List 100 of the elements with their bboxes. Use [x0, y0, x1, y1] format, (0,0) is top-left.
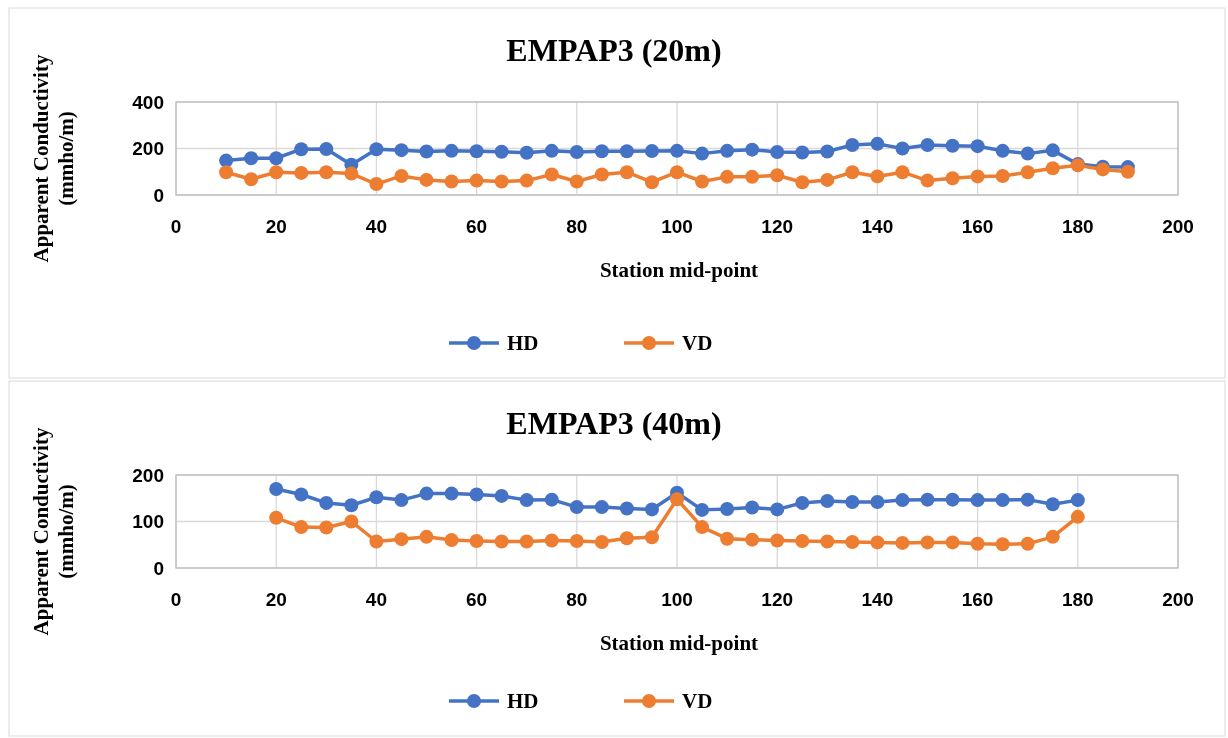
- point: [820, 172, 835, 187]
- point: [1020, 146, 1035, 161]
- point: [870, 535, 885, 550]
- x-tick-label: 140: [861, 589, 894, 610]
- point: [795, 175, 810, 190]
- point: [945, 492, 960, 507]
- x-tick-label: 60: [466, 216, 488, 237]
- point: [720, 531, 735, 546]
- point: [319, 165, 334, 180]
- x-axis-title: Station mid-point: [599, 258, 759, 282]
- point: [469, 144, 484, 159]
- y-axis-title: Apparent Conductivity (mmho/m): [29, 54, 78, 263]
- point: [269, 151, 284, 166]
- point: [394, 143, 409, 158]
- x-tick-label: 200: [1162, 216, 1194, 237]
- point: [895, 535, 910, 550]
- point: [644, 502, 659, 517]
- point: [995, 537, 1010, 552]
- x-tick-label: 20: [265, 589, 287, 610]
- point: [619, 144, 634, 159]
- point: [1020, 492, 1035, 507]
- x-axis-title: Station mid-point: [599, 631, 759, 655]
- x-tick-label: 40: [365, 216, 387, 237]
- point: [695, 502, 710, 517]
- point: [269, 510, 284, 525]
- point: [219, 165, 234, 180]
- point: [569, 534, 584, 549]
- y-tick-label: 400: [132, 91, 164, 113]
- point: [995, 143, 1010, 158]
- x-tick-label: 0: [170, 216, 182, 237]
- y-tick-label: 200: [132, 464, 164, 486]
- point: [419, 144, 434, 159]
- point: [895, 493, 910, 508]
- point: [770, 502, 785, 517]
- x-tick-label: 40: [365, 589, 387, 610]
- point: [419, 529, 434, 544]
- point: [544, 143, 559, 158]
- point: [394, 493, 409, 508]
- point: [269, 481, 284, 496]
- point: [619, 501, 634, 516]
- point: [845, 494, 860, 509]
- point: [369, 534, 384, 549]
- point: [494, 488, 509, 503]
- point: [970, 169, 985, 184]
- point: [1070, 493, 1085, 508]
- x-tick-label: 140: [861, 216, 894, 237]
- point: [519, 173, 534, 188]
- point: [920, 173, 935, 188]
- point: [494, 144, 509, 159]
- x-tick-label: 120: [761, 589, 794, 610]
- point: [945, 138, 960, 153]
- point: [720, 143, 735, 158]
- point: [820, 144, 835, 159]
- point: [945, 535, 960, 550]
- point: [244, 172, 259, 187]
- point: [619, 531, 634, 546]
- point: [444, 174, 459, 189]
- point: [870, 169, 885, 184]
- point: [569, 174, 584, 189]
- point: [469, 487, 484, 502]
- point: [644, 144, 659, 159]
- x-tick-label: 180: [1061, 216, 1094, 237]
- point: [1045, 161, 1060, 176]
- point: [745, 169, 760, 184]
- point: [369, 142, 384, 157]
- y-axis-title: Apparent Conductivity (mmho/m): [29, 427, 78, 636]
- point: [569, 144, 584, 159]
- point: [344, 498, 359, 513]
- point: [294, 487, 309, 502]
- point: [995, 168, 1010, 183]
- point: [845, 534, 860, 549]
- point: [995, 493, 1010, 508]
- point: [895, 141, 910, 156]
- legend-label: HD: [507, 689, 539, 714]
- point: [319, 495, 334, 510]
- point: [745, 500, 760, 515]
- x-tick-label: 20: [265, 216, 287, 237]
- point: [970, 536, 985, 551]
- point: [544, 167, 559, 182]
- point: [369, 490, 384, 505]
- point: [720, 501, 735, 516]
- point: [319, 520, 334, 535]
- point: [294, 165, 309, 180]
- point: [820, 534, 835, 549]
- point: [444, 486, 459, 501]
- point: [795, 145, 810, 160]
- point: [419, 486, 434, 501]
- point: [770, 533, 785, 548]
- x-tick-label: 180: [1061, 589, 1094, 610]
- x-tick-label: 80: [566, 589, 588, 610]
- x-tick-label: 120: [761, 216, 794, 237]
- point: [870, 136, 885, 151]
- point: [745, 532, 760, 547]
- point: [870, 494, 885, 509]
- point: [795, 534, 810, 549]
- point: [269, 165, 284, 180]
- chart-title: EMPAP3 (40m): [506, 405, 722, 441]
- x-tick-label: 160: [961, 589, 994, 610]
- point: [695, 174, 710, 189]
- point: [594, 167, 609, 182]
